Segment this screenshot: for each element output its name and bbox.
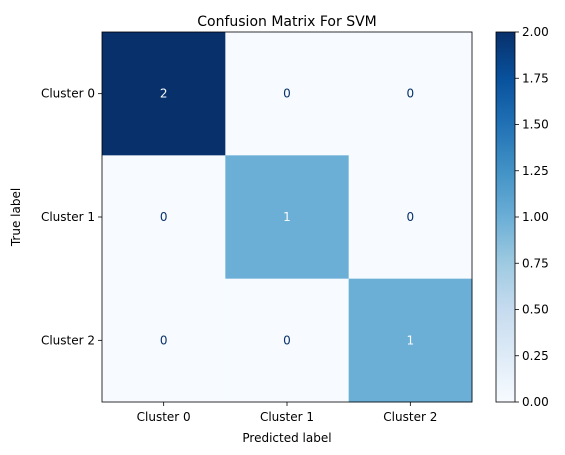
x-tick-label: Cluster 1 <box>260 410 314 424</box>
colorbar-tick-label: 0.25 <box>522 349 549 363</box>
heatmap-cells <box>102 32 473 403</box>
colorbar-tick-label: 1.75 <box>522 71 549 85</box>
y-axis-ticks: Cluster 0 Cluster 1 Cluster 2 <box>41 87 102 347</box>
y-axis-label: True label <box>9 188 23 247</box>
cell-value-labels: 2 0 0 0 1 0 0 0 1 <box>160 87 414 348</box>
x-tick-label: Cluster 2 <box>383 410 437 424</box>
cell-value: 0 <box>283 333 291 347</box>
x-axis-label: Predicted label <box>242 431 331 445</box>
cell-value: 0 <box>407 210 415 224</box>
colorbar-tick-label: 1.50 <box>522 118 549 132</box>
heatmap-cell <box>225 278 350 403</box>
colorbar-tick-label: 0.00 <box>522 395 549 409</box>
x-tick-label: Cluster 0 <box>137 410 191 424</box>
colorbar-ticks: 0.00 0.25 0.50 0.75 1.00 1.25 1.50 1.75 2.00 <box>515 25 549 409</box>
cell-value: 0 <box>283 87 291 101</box>
cell-value: 1 <box>407 333 415 347</box>
cell-value: 0 <box>160 210 168 224</box>
colorbar-tick-label: 1.00 <box>522 210 549 224</box>
cell-value: 2 <box>160 87 168 101</box>
chart-title: Confusion Matrix For SVM <box>197 14 376 30</box>
y-tick-label: Cluster 1 <box>41 210 95 224</box>
colorbar-tick-label: 2.00 <box>522 25 549 39</box>
y-tick-label: Cluster 2 <box>41 333 95 347</box>
x-axis-ticks: Cluster 0 Cluster 1 Cluster 2 <box>137 402 437 424</box>
heatmap-cell <box>348 32 473 156</box>
heatmap-cell <box>348 155 473 280</box>
heatmap-cell <box>102 278 226 403</box>
y-tick-label: Cluster 0 <box>41 87 95 101</box>
heatmap-cell <box>225 32 350 156</box>
colorbar-tick-label: 1.25 <box>522 164 549 178</box>
heatmap-cell <box>102 155 226 280</box>
heatmap-cell <box>348 278 473 403</box>
cell-value: 1 <box>283 210 291 224</box>
colorbar <box>495 31 516 403</box>
cell-value: 0 <box>407 87 415 101</box>
heatmap-cell <box>102 32 226 156</box>
heatmap-cell <box>225 155 350 280</box>
colorbar-tick-label: 0.75 <box>522 256 549 270</box>
cell-value: 0 <box>160 333 168 347</box>
colorbar-tick-label: 0.50 <box>522 303 549 317</box>
